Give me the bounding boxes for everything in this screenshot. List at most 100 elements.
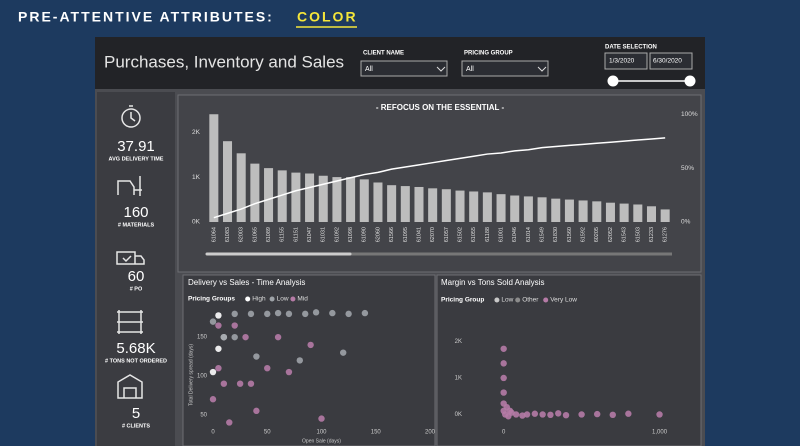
legend-swatch (515, 297, 521, 303)
x-tick-label: 61064 (211, 227, 217, 242)
bar (359, 179, 369, 222)
slider-handle[interactable] (684, 75, 696, 87)
x-tick-label: 0 (211, 430, 215, 436)
x-tick-label: 61188 (485, 227, 491, 242)
date-start: 1/3/2020 (609, 58, 635, 65)
bar (414, 186, 424, 222)
scatter-point (593, 410, 601, 418)
kpi-icons (116, 105, 145, 399)
x-tick-label: 60205 (594, 227, 600, 242)
slider-handle[interactable] (607, 75, 619, 87)
scatter-point (220, 380, 228, 387)
bar (633, 204, 643, 222)
cumulative-line (213, 137, 666, 219)
bar (605, 202, 615, 222)
y-tick-label: 100 (197, 374, 208, 380)
scatter-panel (436, 274, 702, 446)
y-axis-label: Total Delivery spread (days) (188, 344, 194, 406)
date-start-box[interactable] (604, 52, 648, 70)
date-label: DATE SELECTION (605, 45, 657, 51)
legend-label: Low (501, 297, 513, 304)
legend-swatch (543, 297, 549, 303)
bar (551, 198, 561, 222)
kpi-value: 5 (132, 405, 140, 422)
x-tick-label: 61065 (252, 227, 258, 242)
scatter-point (329, 309, 336, 317)
scatter-point (523, 411, 531, 418)
bar (209, 114, 219, 222)
scatter-point (307, 341, 314, 349)
date-end: 6/30/2020 (653, 58, 682, 65)
scatter-point (209, 396, 217, 403)
scatter-point (274, 333, 282, 341)
scatter-point (209, 318, 217, 325)
date-end-box[interactable] (649, 52, 693, 70)
scatter-point (253, 407, 260, 415)
scatter-point (231, 310, 238, 318)
scatter-point (539, 411, 546, 418)
x-tick-label: 61503 (635, 227, 641, 242)
filter-value: All (466, 66, 474, 73)
scatter-point (625, 410, 632, 417)
y-tick-label: 2K (192, 129, 201, 136)
x-tick-label: 61560 (567, 227, 573, 242)
bar (523, 196, 533, 222)
bar (660, 209, 670, 222)
scatter-point (312, 309, 320, 316)
bar (387, 185, 397, 222)
scatter-point (215, 364, 222, 372)
bar (441, 189, 451, 222)
filter-label: PRICING GROUP (464, 51, 513, 57)
x-tick-label: 61151 (293, 227, 299, 242)
y-tick-label: 1K (455, 376, 462, 382)
chart-title: Delivery vs Sales - Time Analysis (188, 278, 305, 287)
icon-shelves (117, 310, 143, 334)
scatter-panel (182, 274, 436, 446)
scatter-point (656, 411, 663, 418)
bar (619, 203, 629, 222)
x-tick-label: 61502 (457, 227, 463, 242)
dashboard-title: Purchases, Inventory and Sales (104, 52, 344, 71)
x-tick-label: 62060 (375, 227, 381, 242)
x-tick-label: 61014 (526, 227, 532, 242)
bar (578, 200, 588, 222)
scatter-point (547, 411, 554, 419)
kpi-column (97, 92, 175, 446)
bar (346, 177, 356, 222)
x-tick-label: 61830 (553, 227, 559, 242)
x-tick-label: 61089 (266, 227, 272, 242)
x-tick-label: 50 (264, 430, 271, 436)
x-tick-label: 61031 (321, 227, 327, 242)
legend-label: Very Low (550, 297, 577, 304)
icon-forklift (117, 176, 142, 196)
x-tick-label: 61047 (307, 227, 313, 242)
legend-label: Other (522, 297, 539, 304)
scatter-point (247, 310, 255, 318)
bar (236, 153, 246, 222)
legend-swatch (290, 296, 296, 302)
kpi-value: 160 (123, 204, 148, 221)
filter-dropdown[interactable] (360, 60, 448, 77)
y2-tick-label: 50% (681, 165, 694, 172)
bar (455, 190, 465, 222)
x-tick-label: 61055 (471, 227, 477, 242)
kpi-label: # MATERIALS (118, 222, 155, 228)
scatter-point (236, 380, 244, 387)
filter-dropdown[interactable] (461, 60, 549, 77)
y-tick-label: 1K (192, 174, 201, 181)
scatter-point (274, 309, 282, 317)
bar (496, 194, 506, 222)
x-tick-label: 0 (502, 430, 506, 436)
bar (537, 197, 547, 222)
x-tick-label: 61155 (280, 227, 286, 242)
y2-tick-label: 100% (681, 111, 698, 118)
scatter-point (226, 419, 233, 426)
scatter-point (500, 374, 507, 382)
x-tick-label: 61566 (389, 227, 395, 242)
scatter-point (500, 389, 507, 396)
legend-title: Pricing Group (441, 297, 484, 304)
scatter-point (506, 407, 514, 415)
bar (373, 182, 383, 222)
x-tick-label: 62070 (430, 227, 436, 242)
bar (646, 206, 656, 222)
